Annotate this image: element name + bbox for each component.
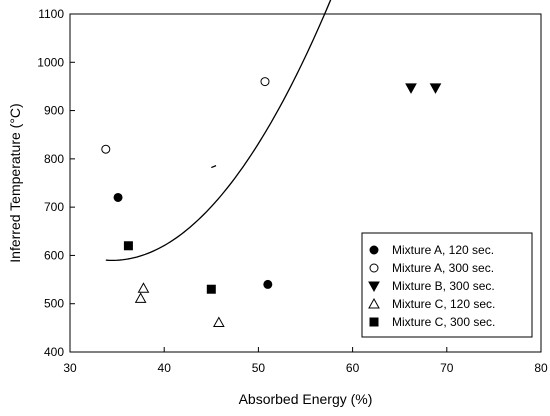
fit-curve-group — [105, 0, 332, 262]
y-tick-label: 500 — [44, 297, 64, 311]
x-axis-title: Absorbed Energy (%) — [239, 391, 373, 407]
x-tick-label: 40 — [158, 361, 172, 375]
y-tick-label: 800 — [44, 152, 64, 166]
y-tick-label: 400 — [44, 345, 64, 359]
data-point-filled-square — [123, 241, 133, 251]
y-tick-label: 1000 — [37, 55, 64, 69]
legend-marker-filled-circle — [369, 245, 379, 255]
y-tick-label: 900 — [44, 104, 64, 118]
fit-curve — [105, 0, 332, 262]
legend-box — [361, 232, 533, 338]
y-tick-label: 600 — [44, 248, 64, 262]
x-tick-label: 60 — [346, 361, 360, 375]
x-tick-label: 30 — [63, 361, 77, 375]
data-point-filled-triangle-down — [405, 83, 417, 94]
curve-fragment — [211, 165, 217, 169]
axes-group: 30 40 50 60 70 80 400 500 600 700 800 900 1000 1100 Ab… — [7, 7, 548, 407]
y-tick-label: 700 — [44, 200, 64, 214]
legend-marker-filled-triangle-down — [368, 281, 380, 293]
data-point-filled-square — [206, 284, 216, 294]
data-point-open-circle — [260, 77, 270, 87]
legend-label: Mixture B, 300 sec. — [392, 279, 495, 293]
data-point-open-triangle-up — [134, 292, 147, 303]
legend-label: Mixture C, 300 sec. — [392, 315, 495, 329]
x-tick-label: 70 — [440, 361, 454, 375]
data-point-filled-circle — [113, 192, 123, 202]
data-point-open-triangle-up — [212, 316, 225, 328]
legend-marker-open-triangle-up — [368, 297, 380, 309]
plot-frame — [69, 13, 542, 353]
legend-marker-filled-square — [369, 317, 379, 327]
data-point-open-circle — [101, 144, 111, 154]
legend: Mixture A, 120 sec. Mixture A, 300 sec. Mi… — [361, 232, 533, 338]
data-point-filled-circle — [263, 279, 273, 289]
x-tick-label: 80 — [534, 361, 548, 375]
legend-marker-open-circle — [369, 263, 379, 273]
legend-label: Mixture A, 120 sec. — [392, 243, 494, 257]
y-axis-title: Inferred Temperature (°C) — [7, 103, 23, 262]
data-point-filled-triangle-down — [429, 83, 442, 94]
y-tick-label: 1100 — [38, 7, 64, 21]
data-point-open-triangle-up — [137, 282, 150, 293]
data-points-group — [101, 77, 442, 328]
legend-label: Mixture A, 300 sec. — [392, 261, 494, 275]
x-tick-label: 50 — [252, 361, 266, 375]
legend-label: Mixture C, 120 sec. — [392, 297, 495, 311]
